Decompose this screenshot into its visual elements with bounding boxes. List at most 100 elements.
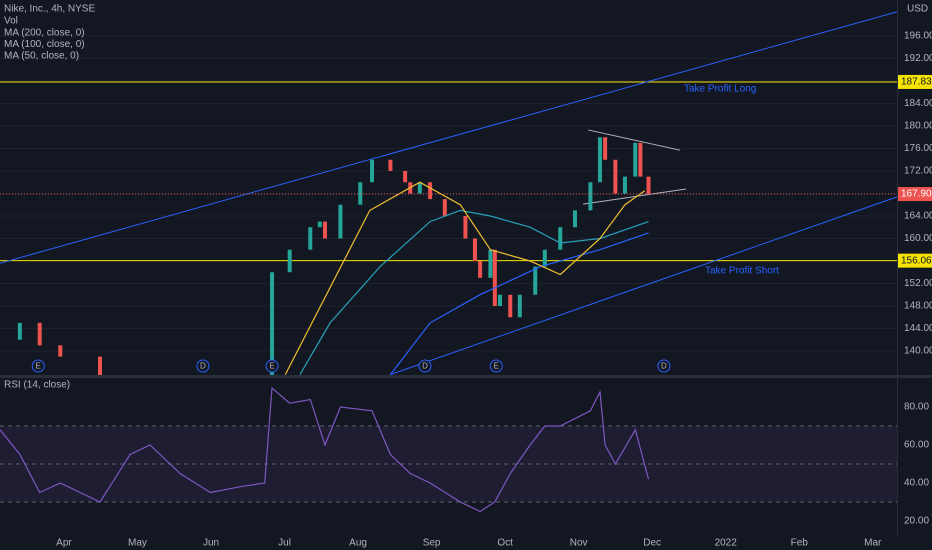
candle	[572, 210, 577, 228]
legend-entry: MA (200, close, 0)	[4, 28, 85, 39]
candle	[403, 170, 408, 183]
candle	[588, 182, 593, 211]
candle	[370, 159, 375, 183]
level-label: 156.06	[901, 255, 932, 266]
candle	[463, 215, 468, 239]
event-label: E	[494, 362, 499, 371]
candle	[442, 199, 447, 216]
event-marker	[489, 359, 503, 373]
y-tick-label: 20.00	[904, 516, 929, 527]
candle	[558, 227, 563, 250]
candle	[317, 221, 322, 228]
y-tick-label: 40.00	[904, 478, 929, 489]
event-marker	[657, 359, 671, 373]
legend-entry: MA (100, close, 0)	[4, 39, 85, 50]
legend-title: Nike, Inc., 4h, NYSE	[4, 4, 95, 15]
event-marker	[265, 359, 279, 373]
x-tick-label: 2022	[715, 538, 738, 549]
candle	[542, 249, 547, 267]
event-label: D	[661, 362, 667, 371]
candle	[646, 176, 651, 195]
candle	[97, 356, 102, 375]
y-tick-label: 172.00	[904, 166, 932, 177]
trend-line	[588, 129, 681, 151]
y-tick-label: 176.00	[904, 143, 932, 154]
y-tick-label: 148.00	[904, 301, 932, 312]
y-tick-label: 184.00	[904, 98, 932, 109]
series-line	[299, 209, 649, 375]
candle	[478, 260, 483, 278]
candle	[322, 221, 327, 239]
y-tick-label: 160.00	[904, 233, 932, 244]
candle	[472, 238, 477, 261]
x-tick-label: Feb	[791, 538, 809, 549]
candle	[613, 159, 618, 194]
event-marker	[418, 359, 432, 373]
y-tick-label: 144.00	[904, 323, 932, 334]
y-tick-label: 140.00	[904, 346, 932, 357]
candle	[492, 249, 497, 306]
event-label: E	[269, 362, 274, 371]
level-label-bg	[898, 253, 932, 268]
candle	[497, 294, 502, 306]
candle	[287, 249, 292, 273]
x-tick-label: Aug	[349, 538, 367, 549]
series-line	[0, 386, 650, 513]
candle	[338, 204, 343, 239]
x-tick-label: Mar	[864, 538, 882, 549]
event-marker	[31, 359, 45, 373]
candle	[488, 249, 493, 278]
candle	[308, 227, 313, 250]
candle	[638, 142, 643, 177]
candle	[388, 159, 393, 171]
y-tick-label: 152.00	[904, 278, 932, 289]
y-tick-label: 192.00	[904, 53, 932, 64]
candle	[517, 294, 522, 318]
trend-line	[582, 188, 687, 205]
x-tick-label: Oct	[497, 538, 513, 549]
trend-line	[390, 196, 897, 375]
candle	[597, 137, 602, 183]
candle	[358, 182, 363, 205]
x-tick-label: Jun	[203, 538, 219, 549]
level-label-bg	[898, 74, 932, 89]
series-line	[284, 181, 646, 375]
candle	[508, 294, 513, 318]
level-label: 187.83	[901, 77, 932, 88]
x-tick-label: Dec	[643, 538, 661, 549]
y-tick-label: 80.00	[904, 402, 929, 413]
event-marker	[196, 359, 210, 373]
candle	[533, 266, 538, 295]
candle	[58, 345, 63, 357]
legend-volume: Vol	[4, 16, 18, 27]
candle	[428, 182, 433, 200]
currency-label: USD	[907, 4, 928, 15]
candle	[37, 322, 42, 346]
x-tick-label: Nov	[570, 538, 588, 549]
trend-line	[0, 11, 897, 264]
y-tick-label: 180.00	[904, 121, 932, 132]
x-tick-label: May	[128, 538, 147, 549]
event-label: E	[36, 362, 41, 371]
candle	[622, 176, 627, 194]
event-label: D	[422, 362, 428, 371]
x-tick-label: Sep	[423, 538, 441, 549]
y-tick-label: 164.00	[904, 211, 932, 222]
legend-entry: MA (50, close, 0)	[4, 51, 79, 62]
y-tick-label: 196.00	[904, 31, 932, 42]
x-tick-label: Apr	[56, 538, 72, 549]
level-text: Take Profit Long	[684, 84, 756, 95]
last-price-label: 167.90	[901, 189, 932, 200]
y-tick-label: 60.00	[904, 440, 929, 451]
candle	[417, 182, 422, 194]
last-price-bg	[898, 187, 932, 202]
candle	[270, 272, 275, 375]
series-line	[389, 232, 649, 375]
pane-title: RSI (14, close)	[4, 380, 70, 391]
candle	[603, 137, 608, 160]
event-label: D	[200, 362, 206, 371]
level-text: Take Profit Short	[705, 265, 779, 276]
